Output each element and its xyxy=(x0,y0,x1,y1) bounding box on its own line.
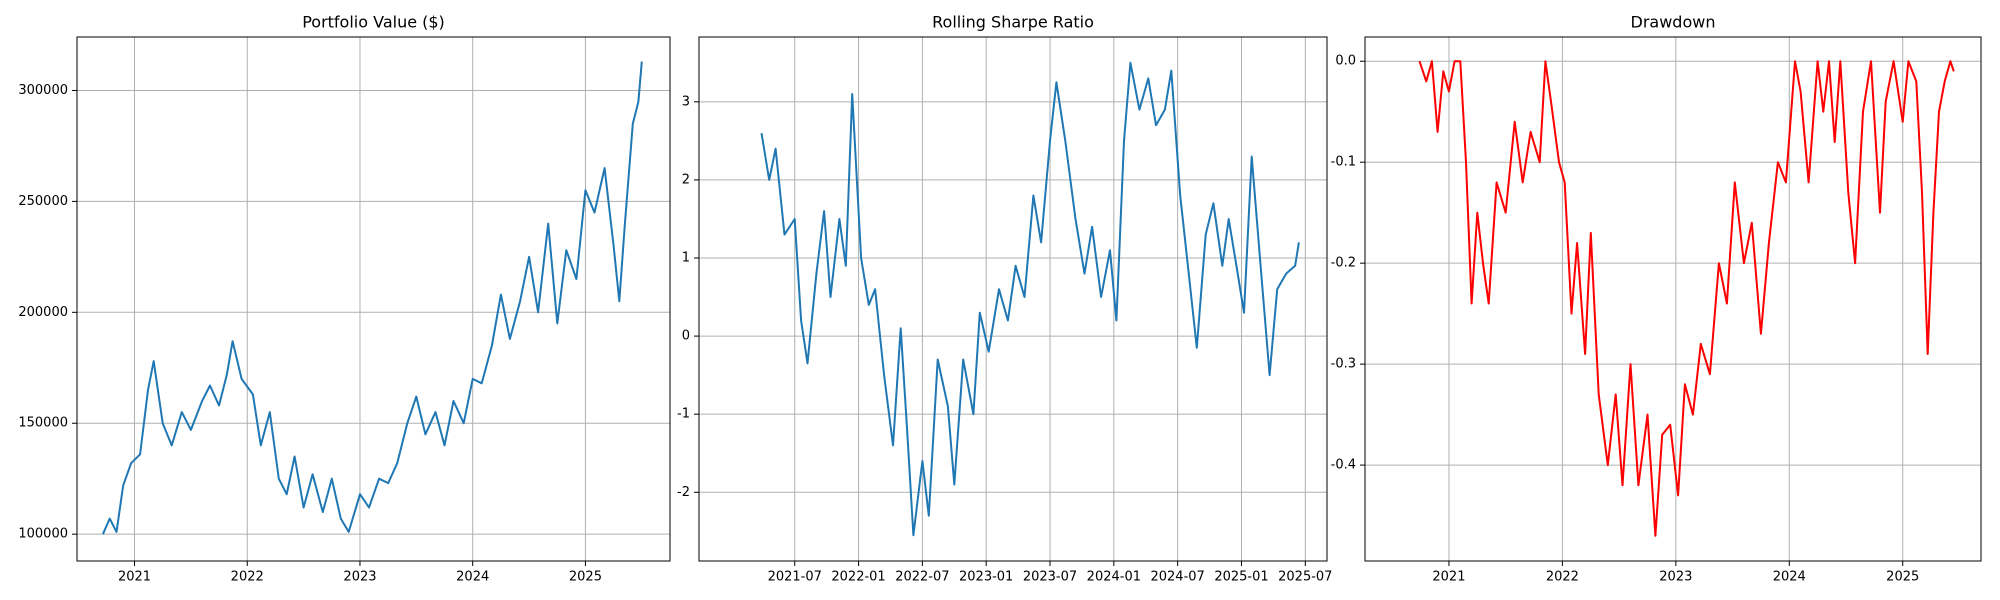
axes-frame xyxy=(1364,36,1982,562)
x-tick-label: 2023 xyxy=(1659,570,1692,585)
x-tick-label: 2025 xyxy=(1886,570,1919,585)
y-tick-label: -0.3 xyxy=(1331,357,1356,372)
x-tick-label: 2023 xyxy=(343,570,376,585)
chart-title: Drawdown xyxy=(1631,13,1716,32)
y-tick-label: -0.2 xyxy=(1331,256,1356,271)
y-tick-label: -1 xyxy=(677,407,690,422)
x-tick-label: 2025-01 xyxy=(1214,570,1268,585)
y-tick-label: -2 xyxy=(677,485,690,500)
data-line xyxy=(101,61,643,535)
x-tick-label: 2021-07 xyxy=(768,570,822,585)
chart-title: Portfolio Value ($) xyxy=(302,13,445,32)
axes-frame xyxy=(76,36,671,562)
chart-title: Rolling Sharpe Ratio xyxy=(932,13,1094,32)
data-line xyxy=(1418,60,1955,537)
y-tick-label: 200000 xyxy=(18,305,68,320)
y-tick-label: 3 xyxy=(682,94,690,109)
x-tick-label: 2023-07 xyxy=(1023,570,1077,585)
x-tick-label: 2024-01 xyxy=(1087,570,1141,585)
axes-frame xyxy=(698,36,1328,562)
x-tick-label: 2022 xyxy=(231,570,264,585)
x-tick-label: 2025 xyxy=(569,570,602,585)
x-tick-label: 2022 xyxy=(1546,570,1579,585)
y-tick-label: -0.1 xyxy=(1331,155,1356,170)
x-tick-label: 2025-07 xyxy=(1278,570,1332,585)
y-tick-label: 250000 xyxy=(18,194,68,209)
x-tick-label: 2022-07 xyxy=(895,570,949,585)
y-tick-label: 2 xyxy=(682,172,690,187)
y-tick-label: 150000 xyxy=(18,416,68,431)
y-tick-label: 300000 xyxy=(18,83,68,98)
y-tick-label: -0.4 xyxy=(1331,458,1356,473)
x-tick-label: 2024-07 xyxy=(1150,570,1204,585)
x-tick-label: 2023-01 xyxy=(959,570,1013,585)
x-tick-label: 2021 xyxy=(1432,570,1465,585)
y-tick-label: 100000 xyxy=(18,527,68,542)
x-tick-label: 2022-01 xyxy=(831,570,885,585)
y-tick-label: 1 xyxy=(682,251,690,266)
x-tick-label: 2024 xyxy=(456,570,489,585)
x-tick-label: 2024 xyxy=(1773,570,1806,585)
y-tick-label: 0 xyxy=(682,329,690,344)
x-tick-label: 2021 xyxy=(118,570,151,585)
data-line xyxy=(760,61,1300,537)
y-tick-label: 0.0 xyxy=(1335,54,1356,69)
